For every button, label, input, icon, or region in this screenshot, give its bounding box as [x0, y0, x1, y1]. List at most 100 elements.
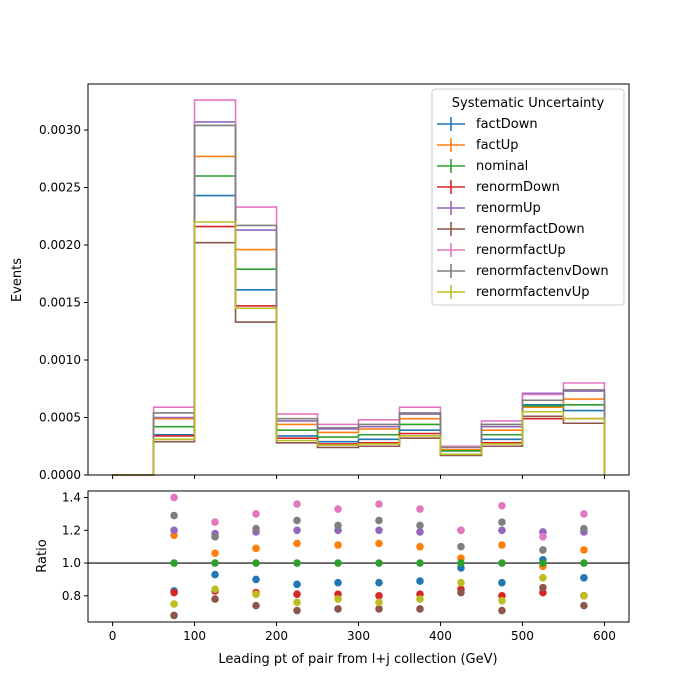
legend-label: renormDown — [476, 180, 560, 195]
y-tick-label: 0.0010 — [39, 353, 81, 367]
ratio-point-factUp — [580, 546, 588, 554]
ratio-point-factDown — [293, 580, 301, 589]
ratio-y-tick-label: 1.2 — [62, 523, 81, 537]
ratio-x-axis-ticks: 0 100 200 300 400 500 600 — [109, 622, 616, 643]
ratio-point-nominal — [334, 559, 342, 567]
ratio-point-renormfactenvUp — [457, 578, 465, 587]
ratio-point-factDown — [334, 578, 342, 587]
ratio-point-renormfactUp — [252, 510, 260, 518]
histogram-series-renormfactenvUp — [112, 221, 606, 476]
ratio-point-renormfactenvUp — [416, 595, 424, 603]
y-tick-label: 0.0000 — [39, 468, 81, 482]
legend-entry-factDown: factDown — [437, 117, 538, 132]
ratio-point-nominal — [211, 559, 219, 567]
ratio-point-renormfactenvDown — [293, 516, 301, 525]
y-tick-label: 0.0020 — [39, 238, 81, 252]
ratio-point-renormfactenvDown — [211, 533, 219, 541]
ratio-point-renormfactDown — [252, 601, 260, 610]
x-tick-label: 300 — [347, 629, 370, 643]
legend-entry-nominal: nominal — [437, 159, 528, 174]
legend-entry-renormDown: renormDown — [437, 180, 560, 195]
x-tick-label: 400 — [429, 629, 452, 643]
ratio-point-renormfactUp — [293, 500, 301, 508]
ratio-point-renormfactenvUp — [170, 600, 178, 608]
ratio-point-renormfactenvDown — [498, 518, 506, 526]
ratio-point-factUp — [416, 542, 424, 551]
legend-frame — [431, 88, 625, 306]
ratio-point-renormfactDown — [580, 601, 588, 610]
ratio-point-nominal — [375, 559, 383, 567]
legend-entry-renormfactDown: renormfactDown — [437, 222, 585, 237]
ratio-point-nominal — [170, 559, 178, 567]
ratio-point-renormfactUp — [580, 510, 588, 518]
histogram-series-renormfactUp — [112, 99, 606, 476]
ratio-y-tick-label: 1.0 — [62, 556, 81, 570]
ratio-point-renormfactDown — [293, 606, 301, 615]
ratio-point-renormDown — [170, 588, 178, 597]
ratio-point-factUp — [293, 539, 301, 548]
ratio-point-renormDown — [375, 592, 383, 600]
ratio-point-renormfactUp — [416, 505, 424, 513]
ratio-point-renormfactenvUp — [334, 595, 342, 603]
legend-entry-renormfactUp: renormfactUp — [437, 243, 566, 258]
ratio-point-renormfactUp — [334, 505, 342, 513]
ratio-y-tick-label: 0.8 — [62, 589, 81, 603]
x-tick-label: 100 — [183, 629, 206, 643]
legend-label: factDown — [476, 117, 538, 132]
ratio-point-renormUp — [498, 526, 506, 535]
legend-label: factUp — [476, 138, 519, 153]
legend-label: renormfactenvUp — [476, 285, 590, 300]
x-tick-label: 500 — [511, 629, 534, 643]
ratio-y-tick-label: 1.4 — [62, 491, 81, 505]
x-tick-label: 0 — [109, 629, 117, 643]
y-tick-label: 0.0005 — [39, 411, 81, 425]
legend-label: nominal — [476, 159, 528, 174]
ratio-point-factDown — [498, 578, 506, 587]
ratio-point-nominal — [498, 559, 506, 567]
ratio-point-nominal — [416, 559, 424, 567]
ratio-point-renormfactDown — [375, 605, 383, 613]
x-axis-label: Leading pt of pair from l+j collection (… — [218, 652, 497, 667]
ratio-point-renormfactDown — [170, 611, 178, 620]
ratio-y-axis-label: Ratio — [35, 539, 50, 572]
ratio-point-factUp — [334, 541, 342, 549]
ratio-point-renormfactUp — [211, 518, 219, 526]
ratio-point-renormfactDown — [539, 583, 547, 592]
ratio-point-renormfactUp — [498, 501, 506, 510]
ratio-point-renormfactDown — [211, 595, 219, 603]
ratio-point-factDown — [252, 575, 260, 584]
ratio-point-factDown — [375, 578, 383, 587]
ratio-point-renormfactenvUp — [375, 598, 383, 607]
histogram-panel: 0.0000 0.0005 0.0010 0.0015 0.0020 0.0025 0.00… — [10, 83, 630, 482]
ratio-point-factUp — [498, 541, 506, 549]
ratio-point-renormfactenvDown — [416, 521, 424, 530]
ratio-point-renormfactDown — [416, 605, 424, 613]
ratio-point-renormUp — [416, 528, 424, 536]
legend-title: Systematic Uncertainty — [452, 96, 605, 111]
ratio-point-renormfactUp — [170, 493, 178, 502]
legend-label: renormUp — [476, 201, 541, 216]
legend-label: renormfactenvDown — [476, 264, 609, 279]
ratio-point-nominal — [539, 559, 547, 567]
ratio-point-nominal — [252, 559, 260, 567]
x-tick-label: 600 — [593, 629, 616, 643]
ratio-axes-frame — [87, 490, 630, 623]
x-axis-ticks — [112, 475, 605, 479]
ratio-point-renormUp — [293, 526, 301, 535]
legend-entries: factDown factUp nominal renormDown renormUp r… — [437, 117, 609, 300]
ratio-point-renormfactenvDown — [170, 511, 178, 520]
ratio-point-renormfactenvDown — [539, 546, 547, 554]
ratio-y-axis-ticks: 0.8 1.0 1.2 1.4 — [62, 491, 88, 603]
histogram-series-group — [112, 99, 606, 476]
histogram-series-renormfactenvDown — [112, 124, 606, 476]
ratio-point-renormfactenvDown — [457, 542, 465, 551]
ratio-point-renormfactUp — [457, 526, 465, 535]
ratio-point-renormfactUp — [375, 500, 383, 508]
histogram-y-axis-label: Events — [10, 258, 25, 302]
ratio-point-nominal — [457, 559, 465, 567]
y-axis-ticks: 0.0000 0.0005 0.0010 0.0015 0.0020 0.0025 0.00… — [39, 123, 88, 482]
ratio-point-renormfactenvUp — [252, 590, 260, 598]
legend-entry-renormfactenvUp: renormfactenvUp — [437, 285, 590, 300]
legend-entry-renormfactenvDown: renormfactenvDown — [437, 264, 609, 279]
